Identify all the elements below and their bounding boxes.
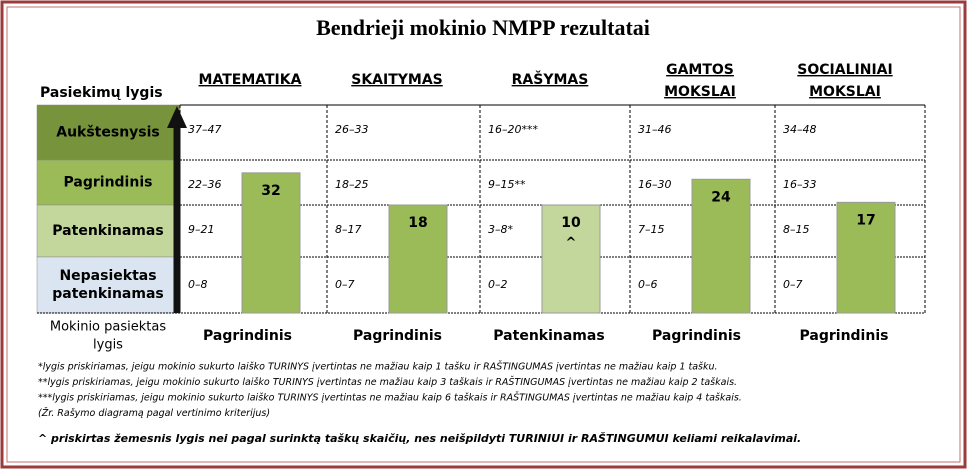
result-header: lygis (93, 338, 123, 353)
score-label: 24 (711, 189, 731, 205)
range-label: 7–15 (638, 223, 665, 236)
level-label: patenkinamas (52, 286, 164, 302)
range-label: 9–15** (488, 178, 526, 191)
level-arrow-head (167, 106, 187, 128)
range-label: 9–21 (188, 223, 215, 236)
level-cell (36, 104, 181, 161)
result-label: Patenkinamas (493, 328, 604, 344)
subject-name: MOKSLAI (664, 84, 736, 100)
score-label: 10 (561, 215, 581, 231)
range-label: 18–25 (335, 178, 369, 191)
range-label: 37–47 (188, 123, 222, 136)
level-cell (36, 204, 181, 258)
range-label: 22–36 (188, 178, 222, 191)
result-header: Mokinio pasiektas (50, 320, 166, 335)
result-label: Pagrindinis (353, 328, 442, 344)
level-label: Nepasiektas (59, 268, 156, 284)
result-label: Pagrindinis (652, 328, 741, 344)
result-label: Pagrindinis (203, 328, 292, 344)
subject-name: SOCIALINIAI (797, 62, 892, 78)
score-label: 32 (261, 183, 280, 199)
range-label: 8–17 (335, 223, 362, 236)
footnote: (Žr. Rašymo diagramą pagal vertinimo kri… (38, 407, 270, 419)
subject-name: SKAITYMAS (351, 72, 443, 88)
score-bar (388, 204, 448, 314)
score-bar (241, 172, 301, 314)
range-label: 0–8 (188, 278, 208, 291)
footnote: ***lygis priskiriamas, jeigu mokinio suk… (38, 392, 742, 404)
level-label: Pagrindinis (64, 175, 153, 191)
footnote: **lygis priskiriamas, jeigu mokinio suku… (38, 376, 737, 388)
level-header: Pasiekimų lygis (40, 85, 163, 101)
range-label: 0–6 (638, 278, 658, 291)
result-label: Pagrindinis (800, 328, 889, 344)
range-label: 0–7 (783, 278, 803, 291)
range-label: 0–2 (488, 278, 508, 291)
footnote: *lygis priskiriamas, jeigu mokinio sukur… (38, 361, 718, 373)
range-label: 26–33 (335, 123, 369, 136)
level-label: Patenkinamas (52, 223, 163, 239)
subject-name: MOKSLAI (809, 84, 881, 100)
level-label: Aukštesnysis (56, 125, 160, 141)
inner-frame (6, 6, 961, 463)
range-label: 3–8* (488, 223, 513, 236)
title: Bendrieji mokinio NMPP rezultatai (316, 15, 650, 40)
subject-name: GAMTOS (666, 62, 734, 78)
note: ^ priskirtas žemesnis lygis nei pagal su… (38, 431, 801, 445)
score-bar (541, 204, 601, 314)
range-label: 8–15 (783, 223, 810, 236)
level-cell (36, 256, 181, 314)
range-label: 16–30 (638, 178, 672, 191)
score-note: ^ (566, 236, 577, 251)
subject-name: MATEMATIKA (199, 72, 302, 88)
range-label: 31–46 (638, 123, 672, 136)
score-label: 17 (856, 212, 875, 228)
range-label: 0–7 (335, 278, 355, 291)
range-label: 16–33 (783, 178, 817, 191)
score-label: 18 (408, 215, 427, 231)
score-bar (836, 201, 896, 314)
range-label: 16–20*** (488, 123, 538, 136)
score-bar (691, 178, 751, 314)
subject-name: RAŠYMAS (512, 70, 589, 88)
range-label: 34–48 (783, 123, 817, 136)
